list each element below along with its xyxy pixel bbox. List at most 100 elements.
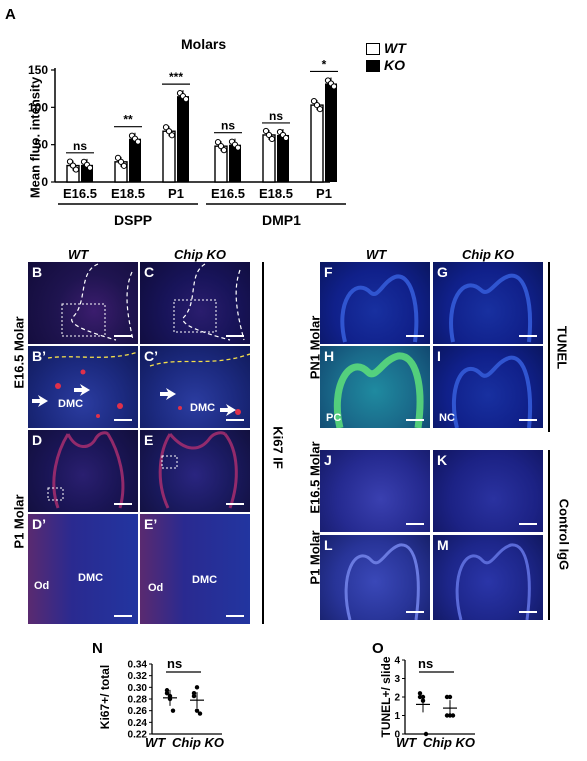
- scatter-o: 4 3 2 1 0: [394, 656, 475, 741]
- bar-ko: [177, 96, 189, 182]
- panel-letter-d: D: [32, 432, 43, 448]
- n-sig-label: ns: [167, 656, 183, 671]
- scale-bar: [406, 523, 424, 525]
- data-point-wt: [316, 105, 324, 113]
- dmc-label-e-prime: DMC: [192, 574, 218, 586]
- panel-letter-i: I: [437, 348, 441, 364]
- y-axis-label: Mean fluo. intensity: [27, 76, 43, 199]
- image-panel-l: L: [320, 535, 430, 620]
- o-x-label-wt: WT: [396, 735, 417, 750]
- scale-bar: [519, 611, 537, 613]
- image-panel-d-prime: D’ Od DMC: [28, 514, 138, 624]
- data-point: [170, 708, 176, 713]
- legend-wt-label: WT: [384, 40, 406, 56]
- image-panel-f: F: [320, 262, 430, 344]
- y-tick-label: 100: [28, 100, 48, 114]
- data-point: [194, 685, 200, 690]
- legend-wt-swatch: [366, 43, 380, 55]
- side-bracket-left: [262, 262, 264, 624]
- data-point-wt: [220, 147, 228, 154]
- panel-letter-c: C: [144, 264, 155, 280]
- bar-ko: [129, 138, 141, 182]
- scale-bar: [114, 335, 132, 337]
- side-label-tunel: TUNEL: [554, 325, 570, 370]
- data-point-wt: [69, 162, 77, 169]
- image-panel-g: G: [433, 262, 543, 344]
- image-panel-h: H PC: [320, 346, 430, 428]
- panel-letter-h: H: [324, 348, 335, 364]
- y-tick-label: 0.28: [128, 695, 148, 706]
- data-point-ko: [234, 144, 242, 151]
- scale-bar: [114, 503, 132, 505]
- data-point-wt: [217, 143, 225, 150]
- panel-letter-e-prime: E’: [144, 516, 158, 532]
- nc-label: NC: [439, 412, 455, 424]
- data-point-ko: [282, 134, 290, 142]
- scale-bar: [226, 335, 244, 337]
- data-point-ko: [86, 164, 94, 171]
- panel-letter-c-prime: C’: [144, 348, 158, 364]
- o-x-label-chipko: Chip KO: [423, 735, 475, 750]
- image-panel-d: D: [28, 430, 138, 512]
- o-sig-label: ns: [418, 656, 434, 671]
- panel-letter-d-prime: D’: [32, 516, 46, 532]
- pc-label: PC: [326, 412, 342, 424]
- bar-ko: [325, 83, 337, 182]
- y-tick-label: 4: [394, 656, 400, 667]
- image-panel-e: E: [140, 430, 250, 512]
- data-point-wt: [214, 139, 222, 146]
- scatter-n: 0.340.320.300.280.260.240.22: [128, 660, 222, 741]
- bar-wt: [262, 134, 276, 183]
- data-point: [450, 713, 456, 718]
- data-point-ko: [134, 138, 142, 145]
- data-point-wt: [262, 127, 270, 135]
- scale-bar: [406, 335, 424, 337]
- bar-wt: [162, 130, 176, 183]
- panel-letter-g: G: [437, 264, 448, 280]
- scale-bar: [519, 419, 537, 421]
- data-point-wt: [268, 135, 276, 143]
- data-point: [447, 694, 453, 700]
- y-tick-label: 0.24: [128, 718, 148, 729]
- data-point: [164, 688, 170, 693]
- panel-letter-m: M: [437, 537, 449, 553]
- x-tick-label: P1: [316, 186, 332, 201]
- data-point-ko: [330, 83, 338, 90]
- x-tick-label: E18.5: [111, 186, 145, 201]
- scale-bar: [406, 419, 424, 421]
- panel-letter-f: F: [324, 264, 333, 280]
- data-point-wt: [72, 166, 80, 173]
- side-bracket-tunel: [548, 262, 550, 432]
- scale-bar: [406, 611, 424, 613]
- data-point: [191, 690, 197, 696]
- y-tick-label: 0: [41, 175, 48, 189]
- col-label-chipko-left: Chip KO: [174, 247, 226, 262]
- y-tick-label: 0.26: [128, 706, 148, 717]
- data-point-wt: [114, 154, 122, 161]
- image-panel-i: I NC: [433, 346, 543, 428]
- n-x-label-wt: WT: [145, 735, 166, 750]
- significance-label: *: [322, 57, 327, 71]
- data-point-wt: [310, 97, 318, 105]
- col-label-wt-left: WT: [68, 247, 89, 262]
- chart-title: Molars: [181, 36, 227, 52]
- data-point: [420, 694, 426, 700]
- y-tick-label: 150: [28, 63, 48, 77]
- y-tick-label: 0.22: [128, 730, 148, 741]
- legend-ko-label: KO: [384, 57, 405, 73]
- panel-letter-b-prime: B’: [32, 348, 46, 364]
- side-label-ki67: Ki67 IF: [270, 426, 286, 469]
- image-panel-b: B: [28, 262, 138, 344]
- legend-ko-swatch: [366, 60, 380, 72]
- data-point-wt: [265, 131, 273, 139]
- data-point: [167, 696, 173, 702]
- data-point-ko: [182, 96, 190, 103]
- significance-label: **: [123, 113, 133, 127]
- panel-letter-o: O: [372, 640, 384, 657]
- image-panel-c: C: [140, 262, 250, 344]
- side-bracket-igg: [548, 450, 550, 620]
- bar-ko: [277, 134, 289, 182]
- row-label-p1-left: P1 Molar: [11, 494, 27, 549]
- scale-bar: [226, 503, 244, 505]
- od-label-e-prime: Od: [148, 582, 164, 594]
